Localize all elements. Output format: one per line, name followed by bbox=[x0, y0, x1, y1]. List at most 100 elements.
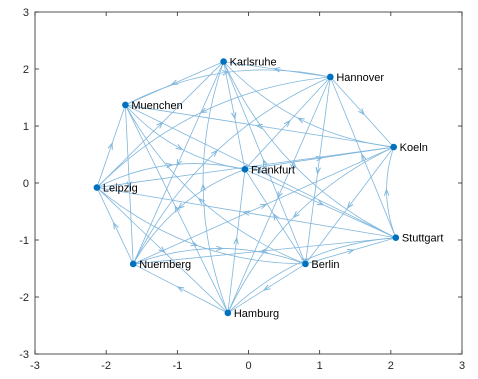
graph-edge bbox=[202, 61, 229, 314]
edge-arrowhead bbox=[358, 108, 365, 116]
node-hamburg bbox=[224, 309, 232, 317]
graph-edge bbox=[96, 61, 224, 188]
node-label-muenchen: Muenchen bbox=[131, 100, 182, 112]
graph-edge bbox=[227, 237, 396, 314]
y-tick-label: 1 bbox=[23, 121, 29, 133]
y-tick-label: 3 bbox=[23, 7, 29, 19]
node-koeln bbox=[390, 143, 397, 151]
x-tick-label: 1 bbox=[317, 360, 323, 372]
edge-arrowhead bbox=[272, 66, 281, 73]
graph-edge bbox=[125, 69, 331, 106]
x-tick-label: -1 bbox=[172, 360, 182, 372]
graph-edge bbox=[96, 104, 126, 188]
node-karlsruhe bbox=[220, 58, 227, 65]
x-tick-label: 3 bbox=[459, 360, 465, 372]
edge-arrowhead bbox=[176, 159, 183, 167]
graph-edge bbox=[96, 187, 306, 265]
graph-edge bbox=[244, 76, 331, 170]
edge-arrowhead bbox=[221, 70, 230, 76]
graph-edge bbox=[133, 237, 396, 265]
graph-edge bbox=[305, 76, 331, 264]
graph-edge bbox=[244, 168, 396, 239]
x-tick-label: -3 bbox=[30, 360, 40, 372]
edge-arrowhead bbox=[233, 236, 239, 245]
graph-edge bbox=[227, 169, 246, 314]
node-label-hannover: Hannover bbox=[336, 72, 384, 84]
graph-edge bbox=[125, 104, 306, 265]
graph-edge bbox=[330, 76, 394, 148]
y-tick-label: -1 bbox=[19, 235, 29, 247]
node-leipzig bbox=[93, 184, 101, 191]
edge-arrowhead bbox=[176, 286, 185, 293]
graph-edge bbox=[96, 187, 229, 314]
graph-edge bbox=[227, 146, 394, 314]
node-stuttgart bbox=[392, 234, 400, 242]
y-tick-label: 2 bbox=[23, 64, 29, 76]
node-label-nuernberg: Nuernberg bbox=[139, 259, 191, 271]
graph-edge bbox=[133, 248, 306, 265]
node-hannover bbox=[327, 73, 334, 81]
node-label-leipzig: Leipzig bbox=[103, 183, 138, 195]
node-nuernberg bbox=[129, 260, 137, 268]
edge-arrowhead bbox=[283, 119, 291, 128]
x-tick-label: 0 bbox=[245, 360, 251, 372]
edge-arrowhead bbox=[158, 246, 166, 254]
edge-arrowhead bbox=[383, 188, 390, 196]
edge-arrowhead bbox=[315, 155, 324, 162]
node-layer: Karlsruhe Hannover Muenchen Koeln Frankfurt L… bbox=[93, 57, 444, 320]
graph-edge bbox=[132, 168, 246, 265]
edge-arrowhead bbox=[113, 221, 119, 230]
node-label-berlin: Berlin bbox=[311, 259, 339, 271]
graph-edge bbox=[329, 76, 397, 238]
graph-edge bbox=[133, 263, 229, 314]
graph-edge bbox=[96, 163, 246, 188]
graph-edge bbox=[132, 61, 224, 265]
node-label-stuttgart: Stuttgart bbox=[402, 233, 444, 245]
graph-edge bbox=[96, 187, 134, 265]
edge-arrowhead bbox=[199, 107, 208, 114]
edge-arrowhead bbox=[165, 162, 174, 169]
graph-edge bbox=[244, 169, 306, 265]
edge-arrowhead bbox=[262, 158, 269, 167]
edge-arrowhead bbox=[190, 240, 199, 247]
node-label-hamburg: Hamburg bbox=[234, 308, 279, 320]
edge-arrowhead bbox=[315, 167, 321, 175]
node-muenchen bbox=[122, 101, 129, 109]
graph-edge bbox=[223, 61, 331, 78]
x-tick-label: 2 bbox=[388, 360, 394, 372]
node-label-karlsruhe: Karlsruhe bbox=[230, 57, 277, 69]
graph-edge bbox=[227, 263, 306, 314]
node-frankfurt bbox=[241, 166, 249, 173]
graph-edge bbox=[125, 104, 229, 314]
edge-arrowhead bbox=[259, 203, 268, 210]
edge-arrowhead bbox=[277, 191, 283, 200]
edge-arrowhead bbox=[361, 153, 367, 161]
graph-edge bbox=[125, 104, 396, 239]
node-berlin bbox=[302, 260, 309, 268]
edge-arrowhead bbox=[231, 111, 237, 120]
edge-arrowhead bbox=[211, 149, 219, 157]
edge-arrowhead bbox=[177, 202, 185, 210]
edge-arrowhead bbox=[170, 79, 179, 86]
graph-edge bbox=[223, 61, 306, 265]
edge-arrowhead bbox=[316, 199, 325, 206]
edge-arrowhead bbox=[347, 249, 355, 255]
edge-arrowhead bbox=[262, 284, 271, 291]
graph-edge bbox=[227, 76, 331, 314]
graph-edge bbox=[305, 237, 396, 265]
graph-edge bbox=[223, 61, 246, 170]
graph-edge bbox=[305, 146, 394, 265]
node-label-frankfurt: Frankfurt bbox=[251, 164, 295, 176]
graph-edge bbox=[124, 104, 134, 264]
edge-arrowhead bbox=[255, 123, 263, 130]
y-tick-label: -3 bbox=[19, 349, 29, 361]
x-tick-label: -2 bbox=[101, 360, 111, 372]
edge-arrowhead bbox=[260, 247, 268, 254]
edge-arrowhead bbox=[156, 121, 164, 129]
graph-edge bbox=[96, 76, 331, 188]
graph-edge bbox=[386, 146, 397, 238]
graph-edge bbox=[96, 187, 396, 239]
edge-arrowhead bbox=[216, 245, 224, 252]
graph-edge bbox=[223, 61, 396, 239]
